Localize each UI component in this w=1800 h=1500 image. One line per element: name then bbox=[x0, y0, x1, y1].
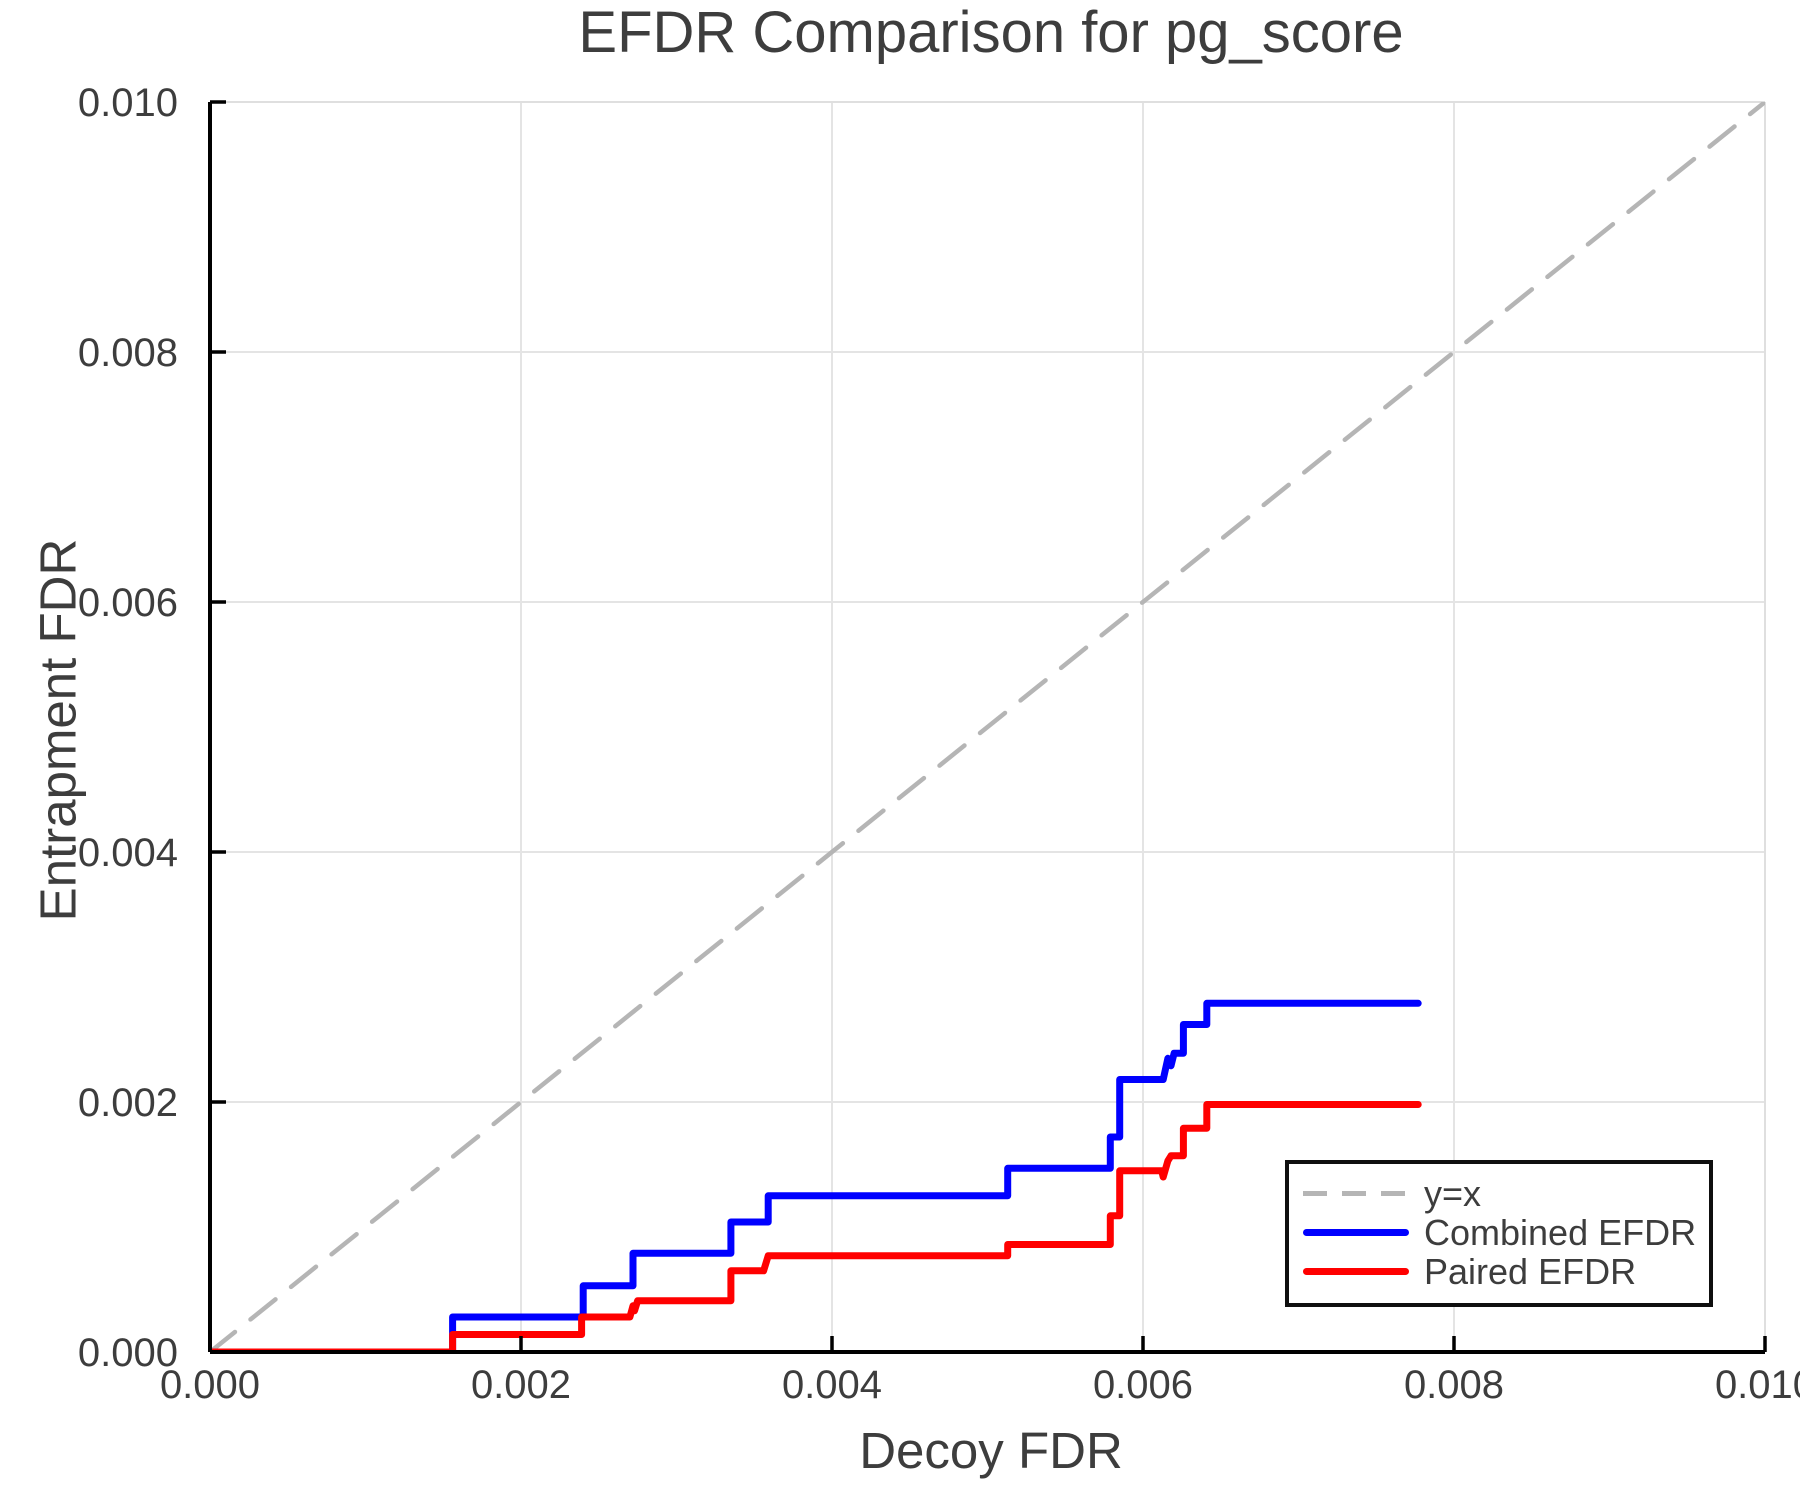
y-tick-label: 0.006 bbox=[78, 581, 178, 625]
x-tick-label: 0.000 bbox=[160, 1363, 260, 1407]
chart-title: EFDR Comparison for pg_score bbox=[578, 0, 1404, 65]
x-tick-label: 0.004 bbox=[782, 1363, 882, 1407]
legend-label-paired-efdr: Paired EFDR bbox=[1424, 1250, 1637, 1292]
x-tick-label: 0.006 bbox=[1093, 1363, 1193, 1407]
combined-efdr-line-sample bbox=[1303, 1229, 1409, 1236]
x-tick-label: 0.002 bbox=[471, 1363, 571, 1407]
legend: y=x Combined EFDR Paired EFDR bbox=[1285, 1160, 1713, 1307]
combined-efdr-line bbox=[210, 999, 1422, 1352]
legend-item-paired-efdr: Paired EFDR bbox=[1289, 1252, 1709, 1291]
legend-item-combined-efdr: Combined EFDR bbox=[1289, 1213, 1709, 1252]
legend-label-identity: y=x bbox=[1424, 1172, 1482, 1214]
identity-line-sample bbox=[1303, 1191, 1409, 1196]
identity-line bbox=[210, 102, 1765, 1352]
legend-label-combined-efdr: Combined EFDR bbox=[1424, 1211, 1697, 1253]
x-axis-label: Decoy FDR bbox=[859, 1422, 1123, 1479]
legend-item-identity: y=x bbox=[1289, 1174, 1709, 1213]
y-tick-label: 0.002 bbox=[78, 1081, 178, 1125]
x-tick-label: 0.008 bbox=[1404, 1363, 1504, 1407]
y-tick-label: 0.000 bbox=[78, 1331, 178, 1375]
paired-efdr-line bbox=[210, 1101, 1422, 1352]
x-tick-label: 0.010 bbox=[1715, 1363, 1800, 1407]
y-tick-label: 0.008 bbox=[78, 331, 178, 375]
y-tick-label: 0.010 bbox=[78, 81, 178, 125]
y-axis-label: Entrapment FDR bbox=[29, 538, 87, 922]
y-tick-label: 0.004 bbox=[78, 831, 178, 875]
paired-efdr-line-sample bbox=[1303, 1268, 1409, 1275]
